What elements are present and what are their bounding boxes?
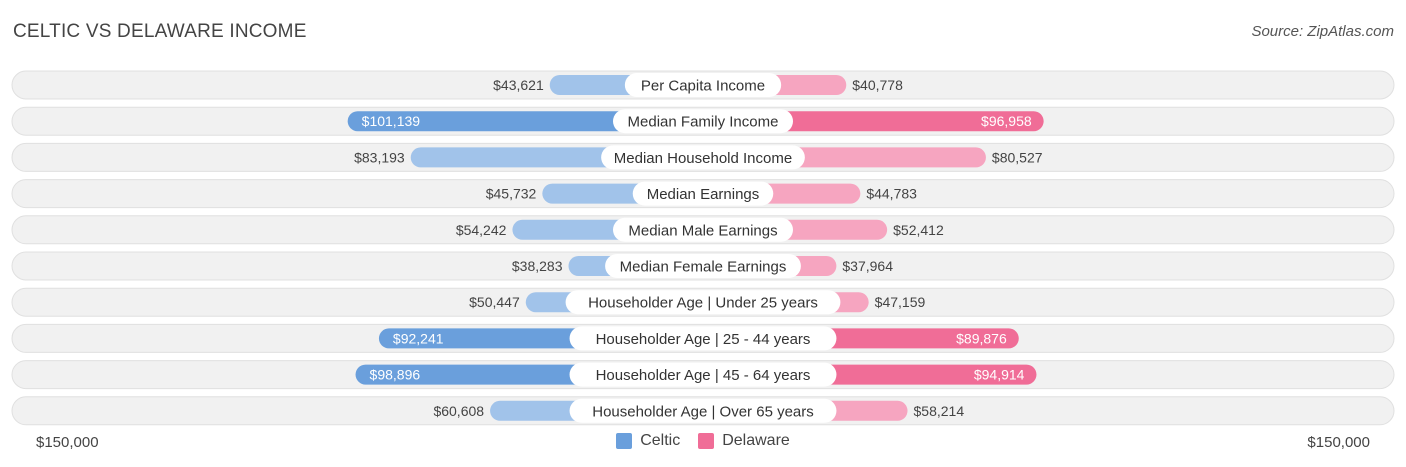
category-label-background [605, 254, 801, 278]
income-comparison-chart: $43,621 $40,778 Per Capita Income $101,139 $… [11, 70, 1395, 426]
category-label-background [601, 145, 805, 170]
axis-label-right: $150,000 [1307, 434, 1370, 451]
category-label-background [613, 109, 793, 134]
value-label-delaware: $80,527 [992, 149, 1043, 165]
category-label-background [569, 326, 837, 351]
category-label-background [565, 290, 841, 315]
category-label: Householder Age | 45 - 64 years [596, 367, 811, 384]
category-label: Median Family Income [628, 114, 779, 131]
value-label-delaware: $96,958 [981, 113, 1032, 129]
value-label-delaware: $40,778 [852, 77, 903, 93]
category-label: Median Female Earnings [620, 259, 787, 276]
value-label-delaware: $37,964 [842, 258, 893, 274]
legend-swatch-celtic [616, 433, 633, 449]
legend: Celtic Delaware [0, 432, 1406, 450]
value-label-delaware: $58,214 [914, 403, 965, 419]
legend-item-delaware: Delaware [698, 432, 790, 450]
legend-swatch-delaware [698, 433, 715, 449]
category-label: Householder Age | 25 - 44 years [596, 331, 811, 348]
category-label-background [613, 217, 793, 242]
value-label-celtic: $38,283 [512, 258, 563, 274]
category-label-background [569, 362, 837, 387]
source-label: Source: ZipAtlas.com [1251, 23, 1394, 40]
category-label: Median Earnings [647, 186, 760, 203]
category-label-background [624, 73, 782, 97]
value-label-celtic: $60,608 [433, 403, 484, 419]
value-label-delaware: $44,783 [866, 186, 917, 202]
value-label-celtic: $54,242 [456, 222, 507, 238]
legend-label-delaware: Delaware [722, 432, 790, 449]
chart-title: CELTIC VS DELAWARE INCOME [13, 21, 307, 42]
value-label-delaware: $52,412 [893, 222, 944, 238]
value-label-celtic: $83,193 [354, 149, 405, 165]
value-label-celtic: $43,621 [493, 77, 544, 93]
value-label-celtic: $45,732 [486, 186, 537, 202]
value-label-celtic: $92,241 [393, 330, 444, 346]
value-label-delaware: $47,159 [875, 294, 926, 310]
legend-item-celtic: Celtic [616, 432, 680, 450]
category-label: Householder Age | Over 65 years [592, 403, 814, 420]
value-label-celtic: $50,447 [469, 294, 520, 310]
category-label: Median Male Earnings [628, 222, 777, 239]
category-label-background [569, 398, 837, 423]
value-label-delaware: $89,876 [956, 330, 1007, 346]
category-label: Median Household Income [614, 150, 792, 167]
category-label: Per Capita Income [641, 78, 765, 95]
axis-label-left: $150,000 [36, 434, 99, 451]
value-label-celtic: $98,896 [370, 367, 421, 383]
category-label-background [632, 181, 774, 206]
value-label-delaware: $94,914 [974, 367, 1025, 383]
legend-label-celtic: Celtic [640, 432, 681, 449]
category-label: Householder Age | Under 25 years [588, 295, 818, 312]
value-label-celtic: $101,139 [362, 113, 421, 129]
